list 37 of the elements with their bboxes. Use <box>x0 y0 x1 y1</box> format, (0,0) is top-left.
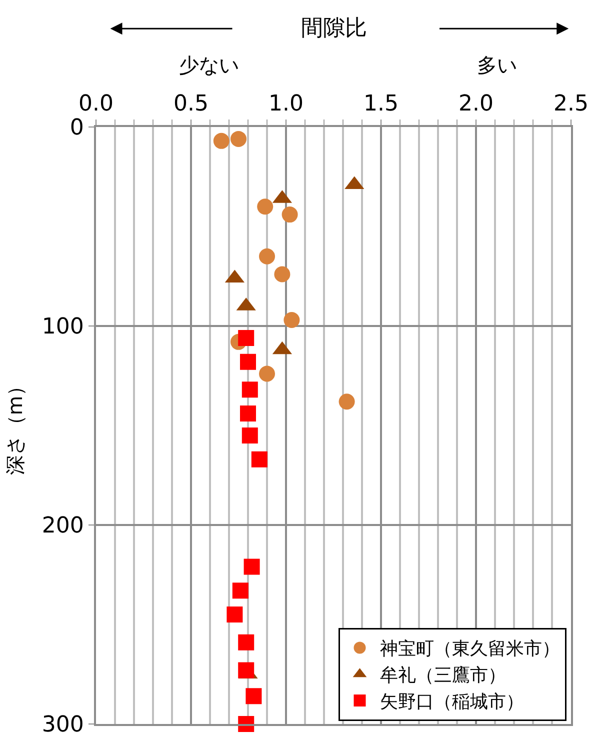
point <box>274 266 290 282</box>
point <box>230 130 246 147</box>
legend-label: 神宝町（東久留米市） <box>380 638 560 660</box>
point <box>259 366 275 382</box>
x-tick-label: 1.5 <box>364 91 398 116</box>
point <box>259 248 275 264</box>
y-tick-label: 200 <box>42 514 84 539</box>
y-tick-label: 100 <box>42 314 84 340</box>
text: 少ない <box>179 53 239 77</box>
point <box>232 582 248 599</box>
x-tick-label: 0.0 <box>78 91 114 116</box>
x-tick-label: 2.5 <box>554 91 588 116</box>
point <box>240 406 256 422</box>
point <box>242 427 258 444</box>
x-axis-title: 間隙比 <box>301 16 367 41</box>
text: 多い <box>477 53 517 77</box>
point <box>251 451 268 468</box>
y-tick-label: 0 <box>70 116 84 141</box>
point <box>238 634 254 650</box>
x-tick-label: 1.0 <box>268 91 304 116</box>
y-tick-label: 300 <box>42 712 84 738</box>
point <box>244 558 260 575</box>
x-tick-label: 0.5 <box>174 91 208 116</box>
point <box>240 354 256 370</box>
legend-label: 矢野口（稲城市） <box>380 692 524 713</box>
point <box>246 688 262 704</box>
x-tick-label: 2.0 <box>458 91 494 116</box>
y-axis-title: 深さ（m） <box>2 376 27 476</box>
point <box>284 312 300 328</box>
point <box>338 394 355 410</box>
point <box>226 606 243 623</box>
legend-label: 牟礼（三鷹市） <box>380 665 506 686</box>
point <box>282 206 298 223</box>
point <box>213 132 230 149</box>
point <box>257 198 274 215</box>
point <box>242 382 258 398</box>
point <box>238 330 254 346</box>
